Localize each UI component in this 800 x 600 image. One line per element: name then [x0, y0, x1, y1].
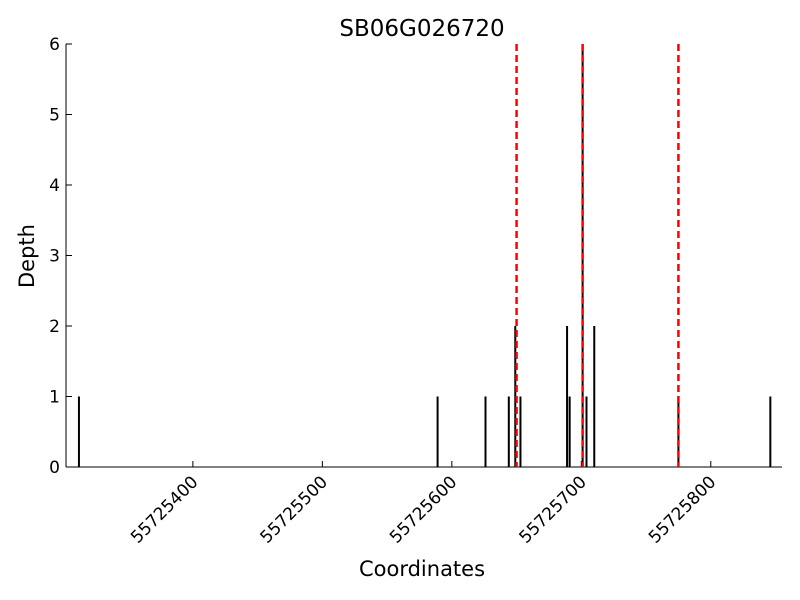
- y-tick-label: 5: [49, 106, 60, 126]
- y-tick-label: 6: [49, 35, 60, 55]
- x-tick-label: 55725500: [257, 472, 332, 547]
- x-tick-label: 55725800: [645, 472, 720, 547]
- x-tick-label: 55725400: [127, 472, 202, 547]
- x-axis-label: Coordinates: [359, 557, 485, 581]
- y-tick-label: 4: [49, 176, 60, 196]
- chart-title: SB06G026720: [339, 16, 504, 42]
- y-tick-label: 0: [49, 458, 60, 478]
- y-tick-label: 2: [49, 317, 60, 337]
- x-tick-label: 55725700: [516, 472, 591, 547]
- x-tick-label: 55725600: [386, 472, 461, 547]
- y-tick-label: 3: [49, 247, 60, 267]
- y-tick-label: 1: [49, 388, 60, 408]
- y-axis-label: Depth: [15, 224, 39, 288]
